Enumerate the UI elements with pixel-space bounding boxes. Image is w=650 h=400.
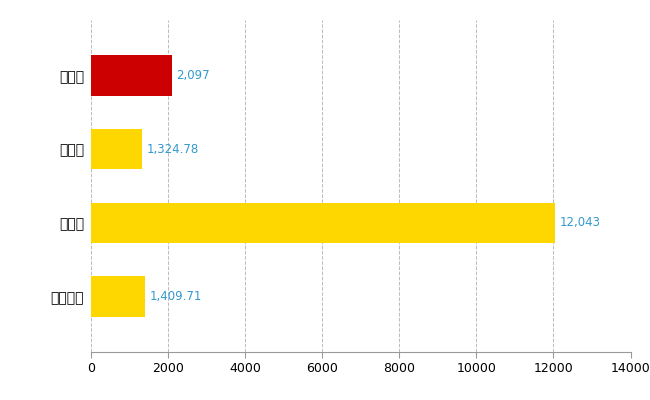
Bar xyxy=(91,203,555,243)
Bar xyxy=(91,129,142,170)
Bar xyxy=(91,55,172,96)
Text: 2,097: 2,097 xyxy=(176,69,210,82)
Text: 1,409.71: 1,409.71 xyxy=(150,290,202,303)
Bar xyxy=(91,276,146,317)
Text: 12,043: 12,043 xyxy=(560,216,601,229)
Text: 1,324.78: 1,324.78 xyxy=(147,143,199,156)
